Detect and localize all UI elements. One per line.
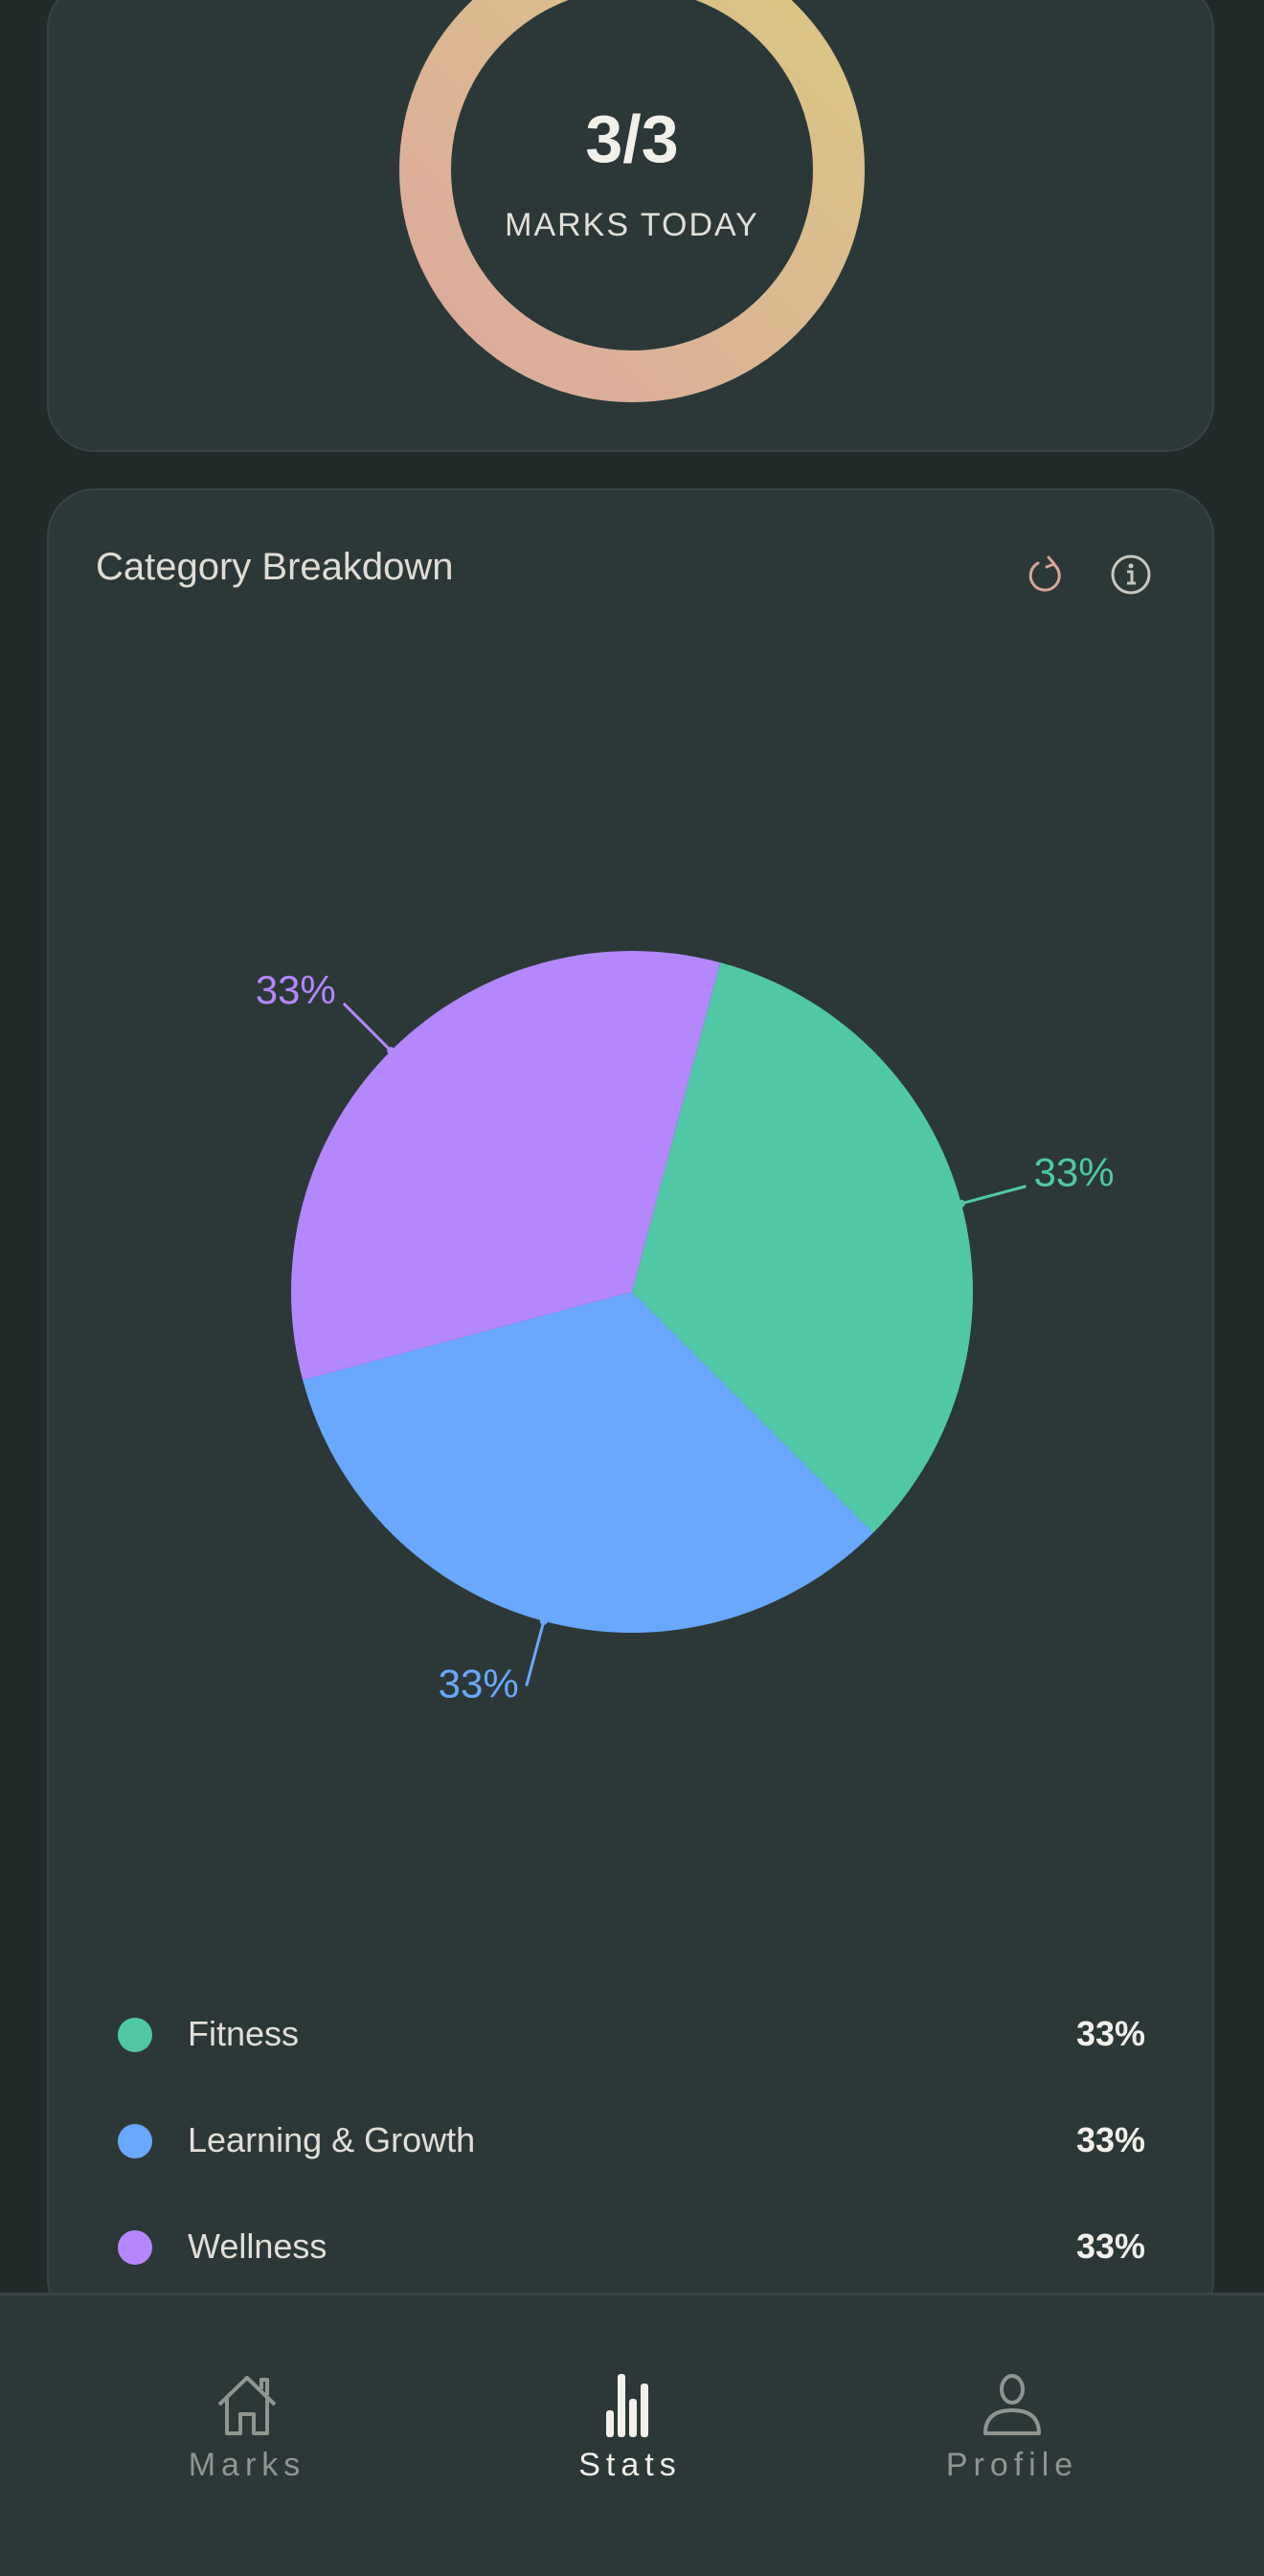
slice-label: 33% bbox=[439, 1661, 519, 1706]
refresh-button[interactable] bbox=[1024, 553, 1068, 597]
leader-dot bbox=[539, 1616, 548, 1625]
marks-label: MARKS TODAY bbox=[505, 207, 759, 243]
progress-ring bbox=[399, 0, 865, 402]
category-pie-chart: 33% 33% 33% bbox=[256, 951, 1115, 1706]
legend-label: Wellness bbox=[188, 2226, 327, 2266]
legend-percent: 33% bbox=[1075, 2120, 1145, 2159]
nav-label: Profile bbox=[945, 2447, 1079, 2483]
nav-stats[interactable]: Stats bbox=[486, 2372, 774, 2484]
slice-label: 33% bbox=[256, 967, 336, 1012]
legend-label: Learning & Growth bbox=[188, 2120, 476, 2159]
leader-dot bbox=[387, 1047, 395, 1055]
nav-profile[interactable]: Profile bbox=[869, 2372, 1156, 2484]
progress-ring-arc bbox=[399, 0, 865, 402]
legend-dot bbox=[118, 2124, 152, 2158]
marks-count: 3/3 bbox=[585, 102, 679, 176]
leader-dot bbox=[957, 1199, 965, 1208]
leader-line bbox=[525, 1620, 546, 1686]
refresh-icon bbox=[1028, 555, 1061, 592]
user-icon bbox=[983, 2374, 1041, 2435]
nav-label: Marks bbox=[188, 2447, 306, 2483]
card-title: Category Breakdown bbox=[96, 546, 454, 588]
nav-marks[interactable]: Marks bbox=[103, 2372, 391, 2484]
legend-item: Fitness 33% bbox=[96, 2006, 1145, 2064]
bottom-nav: Marks Stats Profile bbox=[0, 2293, 1264, 2576]
pie-slice[interactable] bbox=[291, 951, 721, 1381]
legend-dot bbox=[118, 2230, 152, 2265]
nav-label: Stats bbox=[578, 2447, 682, 2483]
pie-slice[interactable] bbox=[303, 1292, 873, 1633]
legend-item: Learning & Growth 33% bbox=[96, 2113, 1145, 2170]
legend-dot bbox=[118, 2018, 152, 2052]
legend-label: Fitness bbox=[188, 2014, 300, 2053]
bar-chart-icon bbox=[606, 2374, 648, 2437]
pie-slice[interactable] bbox=[632, 962, 973, 1533]
legend-percent: 33% bbox=[1075, 2226, 1145, 2266]
leader-line bbox=[342, 1002, 393, 1052]
info-icon bbox=[1111, 554, 1151, 595]
info-button[interactable] bbox=[1109, 553, 1153, 597]
legend-item: Wellness 33% bbox=[96, 2219, 1145, 2276]
slice-label: 33% bbox=[1033, 1150, 1114, 1195]
leader-line bbox=[960, 1185, 1027, 1206]
legend-percent: 33% bbox=[1075, 2014, 1145, 2053]
home-icon bbox=[217, 2376, 277, 2435]
